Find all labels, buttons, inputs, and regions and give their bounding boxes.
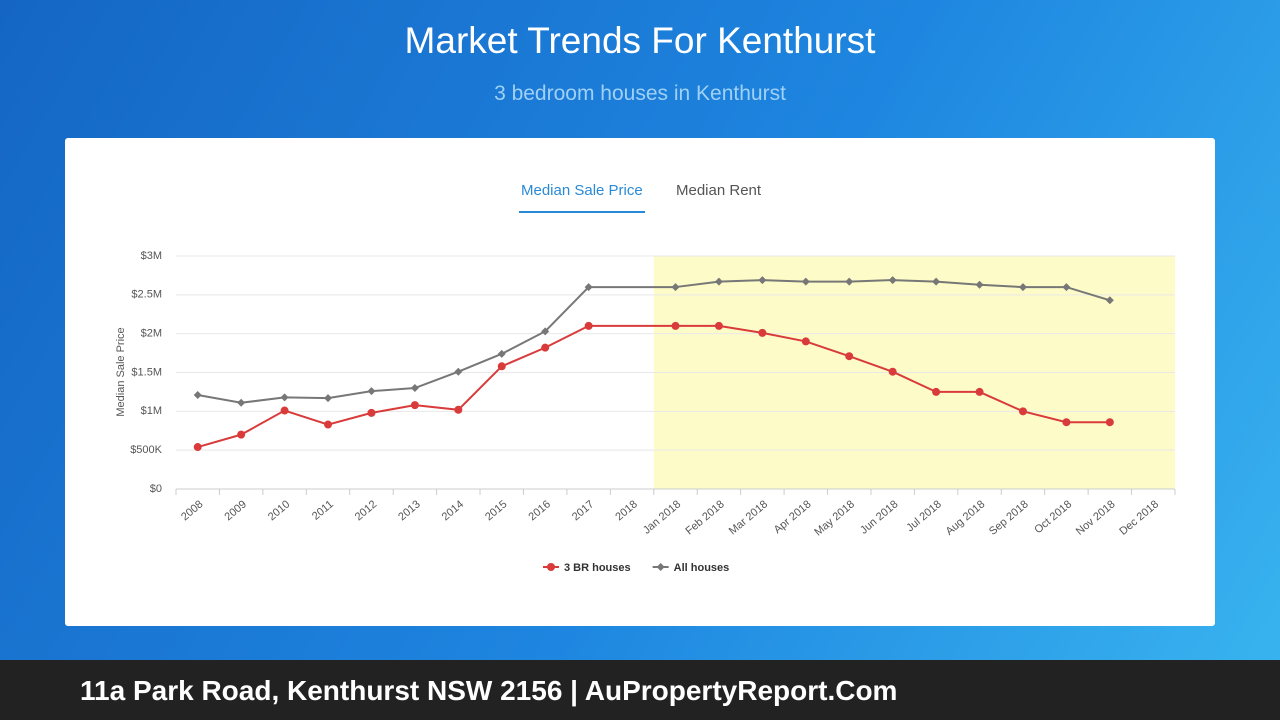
- subtitle: 3 bedroom houses in Kenthurst: [494, 82, 786, 105]
- data-point: [1018, 407, 1027, 416]
- legend: 3 BR houses All houses: [543, 562, 729, 574]
- title: Market Trends For Kenthurst: [404, 20, 876, 61]
- data-point: [367, 387, 376, 396]
- x-tick-label: 2015: [483, 498, 509, 523]
- x-tick-label: Jul 2018: [904, 498, 944, 534]
- data-point: [975, 387, 984, 396]
- data-point: [888, 367, 897, 376]
- x-tick-label: Dec 2018: [1117, 498, 1161, 537]
- data-point: [1105, 418, 1114, 427]
- x-tick-label: 2014: [440, 498, 466, 523]
- data-point: [541, 327, 550, 336]
- x-tick-label: Jun 2018: [858, 498, 900, 536]
- x-tick-label: 2008: [179, 498, 205, 523]
- data-point: [454, 367, 463, 376]
- chart: Median Sale Price $0 $500K $1M $1.5M $2M $2.5…: [115, 250, 1176, 574]
- tab[interactable]: Median Sale Price: [519, 182, 645, 213]
- legend-label: 3 BR houses: [564, 562, 631, 574]
- data-point: [237, 430, 246, 439]
- y-tick-label: $2M: [141, 328, 162, 340]
- data-point: [584, 321, 593, 330]
- data-point: [454, 405, 463, 414]
- tab[interactable]: Median Rent: [674, 182, 763, 211]
- data-point: [584, 283, 593, 292]
- data-point: [845, 352, 854, 361]
- x-tick-label: Nov 2018: [1074, 498, 1118, 537]
- data-point: [541, 343, 550, 352]
- data-point: [714, 277, 723, 286]
- x-tick-label: 2013: [396, 498, 422, 523]
- data-point: [671, 283, 680, 292]
- x-tick-label: 2010: [266, 498, 292, 523]
- x-tick-label: May 2018: [812, 498, 857, 538]
- data-point: [758, 276, 767, 285]
- x-tick-label: Jan 2018: [641, 498, 683, 536]
- y-tick-label: $1.5M: [131, 366, 162, 378]
- x-tick-label: Sep 2018: [987, 498, 1031, 537]
- data-point: [801, 277, 810, 286]
- data-point: [758, 328, 767, 337]
- data-point: [410, 401, 419, 410]
- data-point: [1062, 283, 1071, 292]
- y-tick-label: $500K: [130, 444, 162, 456]
- data-point: [801, 337, 810, 346]
- x-tick-label: Oct 2018: [1032, 498, 1074, 536]
- data-point: [1105, 296, 1114, 305]
- x-tick-label: Apr 2018: [772, 498, 814, 536]
- y-axis-label: Median Sale Price: [115, 327, 127, 416]
- x-tick-label: 2016: [527, 498, 553, 523]
- data-point: [324, 420, 333, 429]
- x-tick-label: 2012: [353, 498, 379, 523]
- legend-marker: [656, 563, 665, 571]
- data-point: [280, 406, 289, 415]
- legend-marker: [547, 563, 555, 571]
- x-tick-label: 2017: [570, 498, 596, 523]
- data-point: [280, 393, 289, 402]
- legend-label: All houses: [674, 562, 730, 574]
- footer: 11a Park Road, Kenthurst NSW 2156 | AuPr…: [0, 660, 1280, 720]
- data-point: [367, 408, 376, 417]
- data-point: [193, 443, 202, 452]
- data-point: [1018, 283, 1027, 292]
- data-point: [845, 277, 854, 286]
- x-tick-label: 2018: [613, 498, 639, 523]
- chart-card: Median Sale Price Median Rent Median Sal…: [65, 138, 1215, 626]
- x-tick-label: Feb 2018: [683, 498, 726, 537]
- data-point: [932, 277, 941, 286]
- data-point: [1062, 418, 1071, 427]
- y-tick-label: $0: [150, 483, 162, 495]
- x-tick-label: 2009: [222, 498, 248, 523]
- data-point: [193, 391, 202, 400]
- data-point: [497, 349, 506, 358]
- data-point: [671, 321, 680, 330]
- y-tick-label: $1M: [141, 405, 162, 417]
- data-point: [714, 321, 723, 330]
- y-tick-label: $3M: [141, 250, 162, 262]
- data-point: [975, 280, 984, 289]
- data-point: [410, 384, 419, 393]
- data-point: [324, 394, 333, 403]
- x-tick-label: 2011: [310, 498, 336, 522]
- data-point: [237, 398, 246, 407]
- data-point: [497, 362, 506, 371]
- data-point: [932, 387, 941, 396]
- y-tick-label: $2.5M: [131, 289, 162, 301]
- x-tick-label: Aug 2018: [944, 498, 988, 537]
- x-tick-label: Mar 2018: [727, 498, 770, 537]
- data-point: [888, 276, 897, 285]
